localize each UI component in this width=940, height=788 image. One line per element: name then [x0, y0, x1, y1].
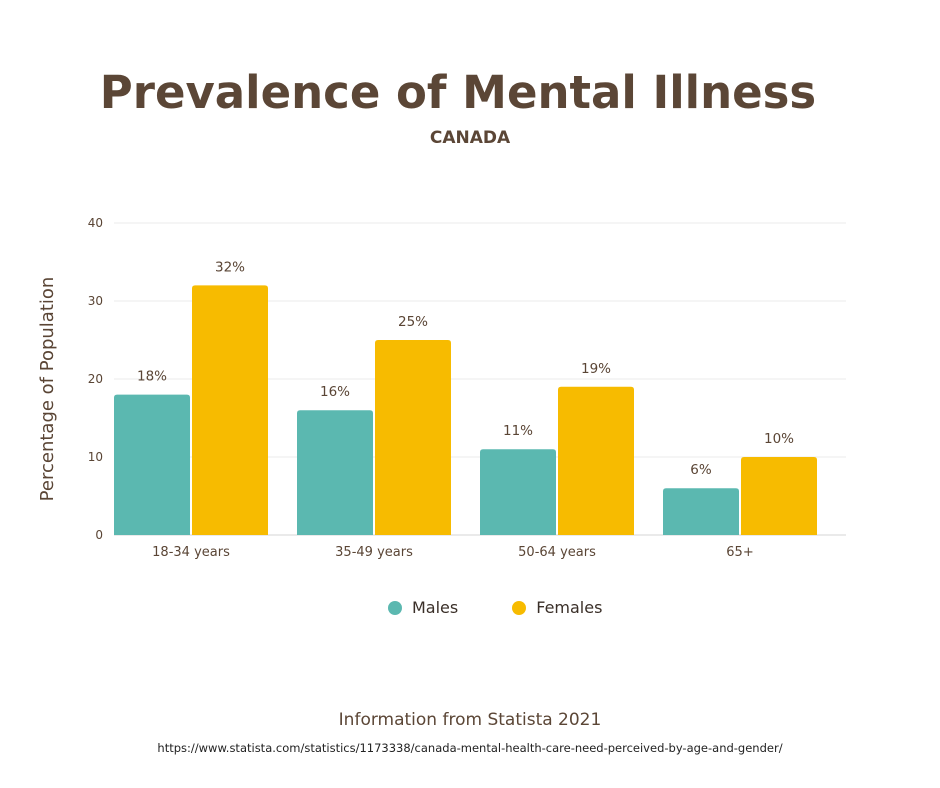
data-label: 10%	[764, 431, 794, 447]
y-tick-label: 10	[88, 450, 103, 464]
data-label: 16%	[320, 384, 350, 400]
legend-swatch-males	[388, 600, 402, 615]
data-label: 25%	[398, 314, 428, 330]
x-tick-label: 65+	[726, 545, 753, 560]
chart-legend: Males Females	[388, 598, 656, 617]
chart-title: Prevalence of Mental Illness	[99, 66, 817, 119]
data-label: 11%	[503, 423, 533, 439]
x-tick-label: 50-64 years	[518, 545, 596, 560]
bar-females	[741, 457, 817, 535]
bar-females	[192, 285, 268, 535]
legend-item-females: Females	[512, 598, 602, 617]
bar-chart: 0 10 20 30 40 Percentage of Population 18% 32% 1…	[37, 216, 846, 560]
y-tick-label: 30	[88, 294, 103, 308]
chart-subtitle: CANADA	[429, 128, 511, 148]
legend-label-females: Females	[536, 598, 603, 617]
x-tick-label: 18-34 years	[152, 545, 230, 560]
bar-males	[480, 449, 556, 535]
legend-item-males: Males	[388, 598, 458, 617]
legend-swatch-females	[512, 600, 527, 615]
data-label: 18%	[137, 369, 167, 385]
data-label: 6%	[690, 462, 712, 478]
bar-males	[663, 488, 739, 535]
x-tick-label: 35-49 years	[335, 545, 413, 560]
bar-males	[297, 410, 373, 535]
data-label: 32%	[215, 259, 245, 275]
y-axis-label: Percentage of Population	[37, 277, 58, 502]
y-tick-label: 20	[88, 372, 103, 386]
y-tick-label: 40	[88, 216, 103, 230]
source-note: Information from Statista 2021	[338, 710, 602, 730]
bar-females	[375, 340, 451, 535]
source-url: https://www.statista.com/statistics/1173…	[157, 741, 783, 755]
bar-females	[558, 386, 634, 535]
legend-label-males: Males	[412, 598, 459, 617]
y-tick-label: 0	[95, 528, 103, 542]
data-label: 19%	[581, 361, 611, 377]
bar-males	[114, 394, 190, 535]
